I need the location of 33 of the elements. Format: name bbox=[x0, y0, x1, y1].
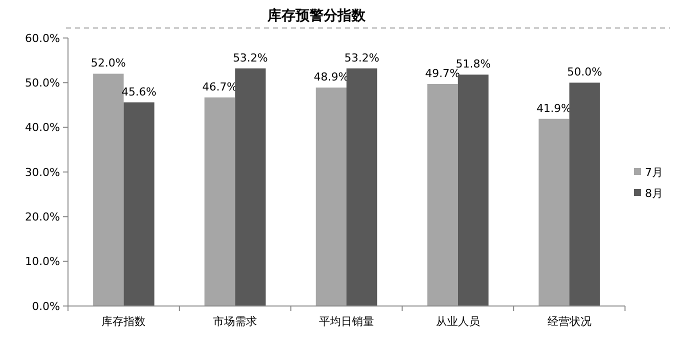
y-tick-label: 50.0% bbox=[25, 76, 60, 90]
y-tick-label: 20.0% bbox=[25, 210, 60, 224]
x-tick-label: 库存指数 bbox=[102, 315, 146, 328]
x-tick-label: 经营状况 bbox=[547, 315, 592, 328]
x-tick-label: 市场需求 bbox=[213, 315, 258, 328]
bar bbox=[124, 102, 154, 306]
bar bbox=[235, 68, 266, 306]
y-tick-label: 40.0% bbox=[25, 121, 60, 134]
data-label: 53.2% bbox=[232, 51, 268, 64]
bar bbox=[569, 82, 600, 306]
bar bbox=[458, 74, 489, 306]
data-label: 50.0% bbox=[567, 66, 602, 79]
data-label: 48.9% bbox=[314, 70, 349, 84]
bar bbox=[538, 118, 570, 306]
y-tick-label: 10.0% bbox=[25, 255, 60, 268]
data-label: 53.2% bbox=[344, 51, 380, 64]
bar bbox=[93, 74, 124, 306]
y-tick-label: 0.0% bbox=[32, 300, 60, 313]
bar bbox=[427, 84, 458, 306]
bar bbox=[316, 88, 346, 306]
y-tick-label: 60.0% bbox=[25, 32, 60, 45]
legend-label: 8月 bbox=[645, 186, 663, 200]
x-tick-label: 从业人员 bbox=[436, 315, 480, 328]
data-label: 41.9% bbox=[536, 102, 572, 115]
data-label: 52.0% bbox=[90, 56, 126, 70]
chart-title: 库存预警分指数 bbox=[266, 7, 366, 24]
bar bbox=[346, 68, 378, 306]
bar bbox=[204, 97, 236, 306]
data-label: 46.7% bbox=[202, 80, 238, 94]
y-tick-label: 30.0% bbox=[25, 166, 60, 179]
x-tick-label: 平均日销量 bbox=[319, 315, 374, 328]
legend-label: 7月 bbox=[645, 166, 663, 179]
data-label: 45.6% bbox=[122, 85, 156, 98]
